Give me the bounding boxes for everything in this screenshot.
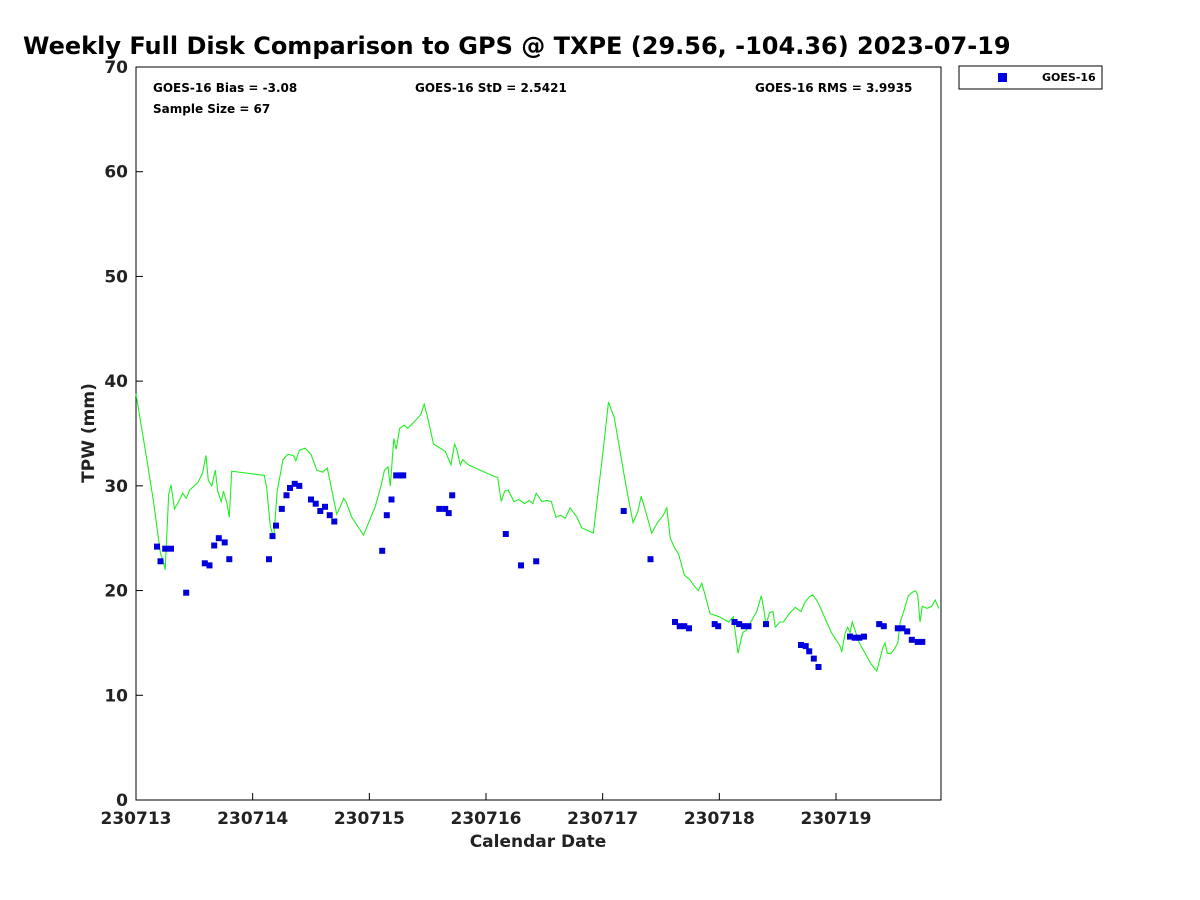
goes-data-point (379, 547, 386, 554)
y-tick-label: 40 (104, 372, 128, 392)
goes-data-point (206, 562, 213, 569)
goes-data-point (908, 636, 915, 643)
goes-data-point (383, 512, 390, 519)
goes-data-point (283, 492, 290, 499)
goes-data-point (806, 648, 813, 655)
goes-data-point (317, 508, 324, 514)
legend-box (958, 65, 1103, 90)
goes-data-point (266, 556, 272, 563)
goes-data-point (904, 628, 911, 635)
goes-data-point (851, 634, 858, 641)
y-axis-label: TPW (mm) (79, 383, 99, 483)
goes-data-point (221, 539, 228, 546)
goes-data-point (400, 472, 407, 479)
goes-data-point (393, 472, 400, 479)
goes-data-point (899, 625, 906, 632)
goes-data-point (278, 505, 285, 512)
goes-data-point (676, 623, 683, 630)
goes-data-point (876, 621, 883, 628)
goes-data-point (201, 560, 208, 567)
x-axis: 230713 230714 230715 230716 230717 230718 2307… (101, 793, 872, 829)
goes-data-point (183, 589, 190, 596)
goes-data-point (442, 505, 449, 512)
goes-data-point (880, 623, 887, 630)
goes-data-point (620, 508, 627, 514)
goes-data-point (802, 643, 809, 650)
goes-data-point (763, 621, 769, 628)
y-tick-label: 0 (116, 791, 128, 811)
gps-series-line (135, 393, 940, 673)
y-tick-label: 30 (104, 477, 128, 497)
goes-data-point (647, 556, 654, 563)
goes-data-point (162, 545, 169, 552)
legend: GOES-16 (958, 65, 1103, 90)
goes-data-point (686, 625, 692, 632)
goes-data-point (740, 623, 747, 630)
bias-stat: GOES-16 Bias = -3.08 (153, 81, 297, 95)
goes-data-point (445, 510, 452, 517)
legend-label: GOES-16 (1042, 71, 1096, 84)
goes-data-point (436, 505, 443, 512)
goes-data-point (533, 558, 540, 565)
goes-data-point (711, 621, 718, 628)
goes-data-point (287, 485, 293, 491)
x-tick-label: 230714 (217, 809, 288, 829)
goes-data-point (211, 542, 218, 549)
goes-data-point (856, 634, 863, 641)
y-tick-label: 60 (104, 163, 128, 183)
goes-data-point (312, 500, 319, 507)
chart-title: Weekly Full Disk Comparison to GPS @ TXP… (23, 32, 1011, 60)
goes-data-point (322, 503, 328, 510)
goes-data-point (168, 545, 174, 552)
x-tick-label: 230716 (451, 809, 522, 829)
plot-area (135, 66, 942, 801)
x-tick-label: 230713 (101, 809, 172, 829)
y-tick-label: 50 (104, 267, 128, 287)
goes-data-point (745, 623, 752, 630)
goes-data-point (326, 512, 333, 519)
std-stat: GOES-16 StD = 2.5421 (415, 81, 567, 95)
goes-data-point (273, 522, 279, 529)
goes-data-point (215, 535, 222, 542)
goes-data-point (810, 655, 817, 662)
y-tick-label: 20 (104, 582, 128, 602)
x-tick-label: 230715 (334, 809, 405, 829)
goes-data-point (296, 482, 303, 489)
goes-data-point (518, 562, 524, 569)
goes-data-point (815, 664, 822, 670)
sample-size-stat: Sample Size = 67 (153, 102, 270, 116)
x-tick-label: 230719 (801, 809, 872, 829)
x-tick-label: 230717 (567, 809, 638, 829)
goes-data-point (388, 496, 395, 503)
goes-data-point (847, 633, 853, 640)
goes-data-point (269, 533, 276, 540)
goes-data-point (226, 556, 233, 563)
goes-data-point (154, 543, 160, 550)
y-axis: 0 10 20 30 40 50 60 70 (104, 58, 143, 811)
goes-data-point (308, 496, 314, 503)
goes-data-point (681, 623, 688, 630)
goes-data-point (914, 638, 921, 645)
x-tick-label: 230718 (684, 809, 755, 829)
goes-data-point (502, 531, 509, 537)
goes-data-point (672, 619, 678, 625)
goes-data-point (731, 619, 738, 625)
goes-data-point (157, 558, 164, 565)
goes-data-point (798, 642, 804, 648)
goes-data-point (291, 480, 298, 487)
rms-stat: GOES-16 RMS = 3.9935 (755, 81, 912, 95)
goes-data-point (715, 623, 722, 630)
series-layer (135, 393, 940, 673)
goes-data-point (449, 492, 456, 499)
y-tick-label: 70 (104, 58, 128, 78)
legend-marker-square (998, 73, 1007, 82)
goes-data-point (736, 621, 743, 628)
goes-data-point (894, 625, 901, 632)
goes-data-point (919, 638, 926, 645)
x-axis-label: Calendar Date (470, 832, 607, 852)
goes-data-point (331, 518, 338, 525)
y-tick-label: 10 (104, 686, 128, 706)
goes-data-point (861, 633, 867, 640)
